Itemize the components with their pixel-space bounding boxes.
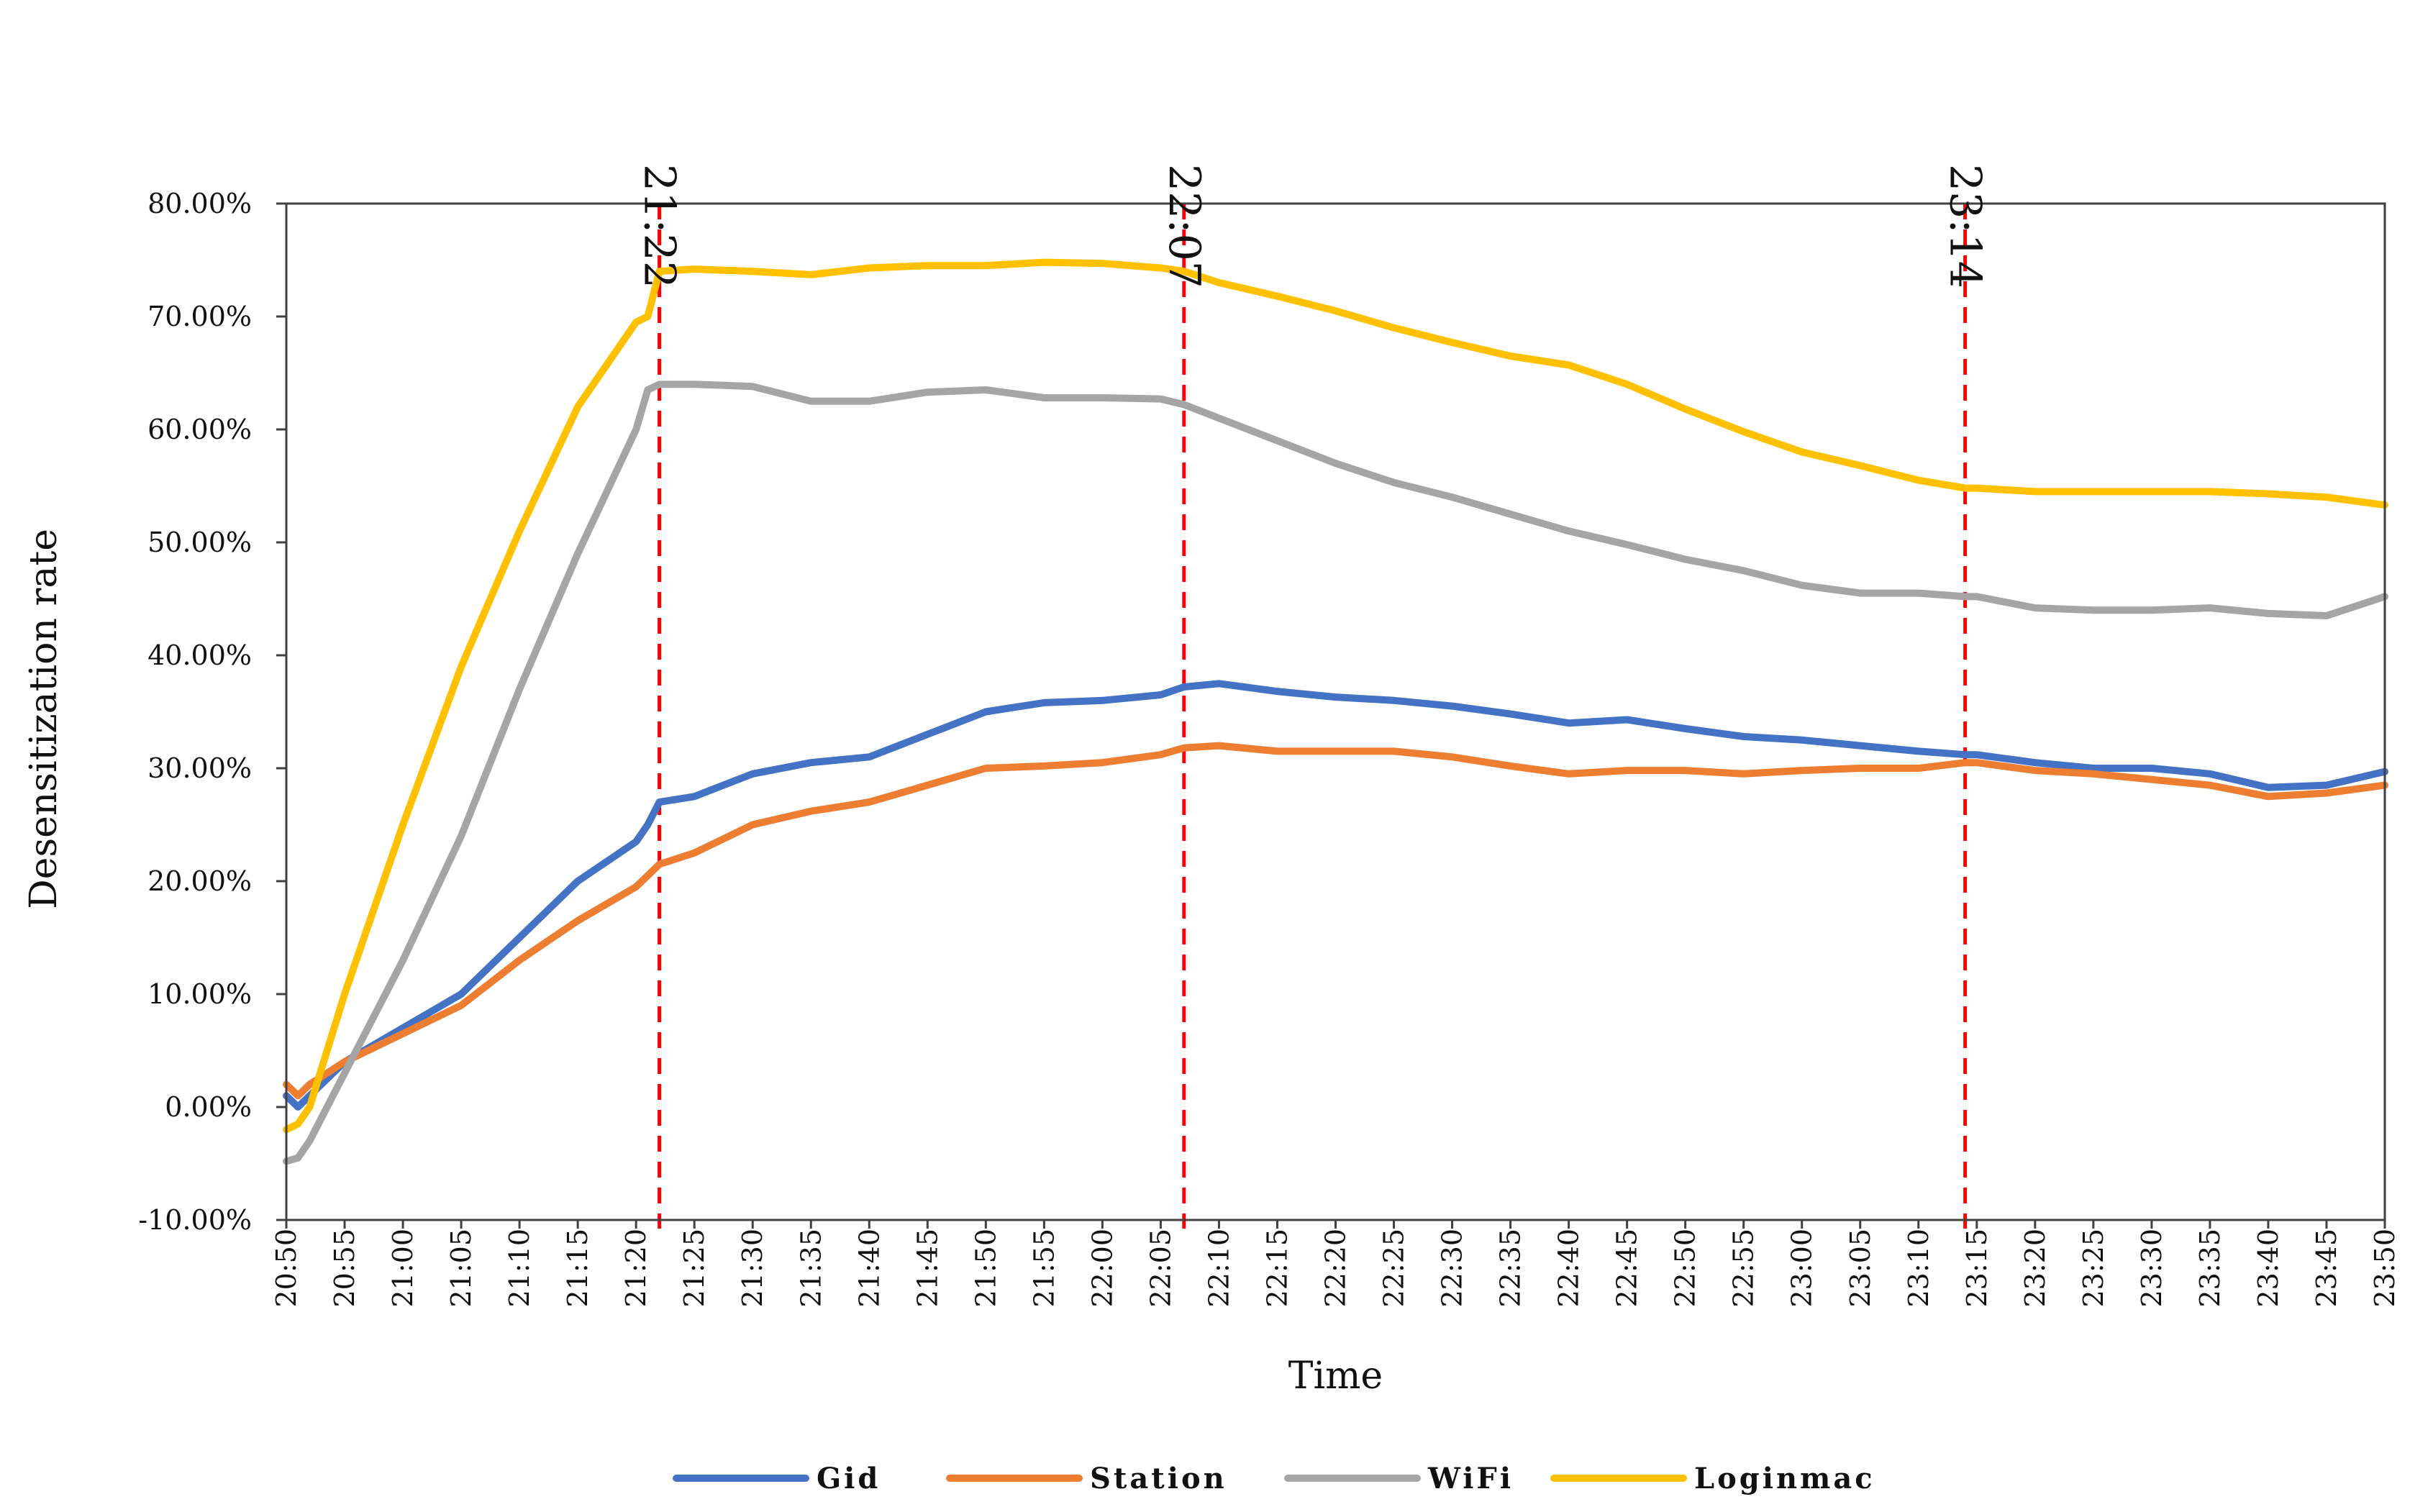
time-marker-lines xyxy=(658,204,1968,1229)
x-tick-label: 23:15 xyxy=(1961,1229,1993,1308)
legend-label-station: Station xyxy=(1090,1462,1227,1495)
chart-legend: Gid Station WiFi Loginmac xyxy=(673,1462,1875,1495)
x-tick-label: 23:00 xyxy=(1786,1229,1818,1308)
y-tick-label: 80.00% xyxy=(147,188,252,219)
x-tick-label: 22:35 xyxy=(1495,1229,1527,1308)
x-tick-label: 23:10 xyxy=(1903,1229,1934,1308)
x-tick-label: 21:55 xyxy=(1028,1229,1060,1308)
time-marker-label: 22:07 xyxy=(1159,164,1209,288)
y-tick-label: 20.00% xyxy=(147,865,252,897)
x-tick-label: 21:00 xyxy=(387,1229,419,1308)
y-axis-ticks: -10.00% 0.00% 10.00% 20.00% 30.00% 40.00% 50.0… xyxy=(138,188,286,1236)
x-tick-label: 21:05 xyxy=(445,1229,477,1308)
x-tick-label: 23:45 xyxy=(2311,1229,2342,1308)
y-tick-label: 0.00% xyxy=(165,1091,252,1123)
x-tick-label: 21:20 xyxy=(620,1229,652,1308)
time-marker-label: 23:14 xyxy=(1940,164,1991,288)
series-line-wifi xyxy=(283,381,2388,1165)
x-tick-label: 21:40 xyxy=(853,1229,885,1308)
x-tick-label: 22:15 xyxy=(1261,1229,1293,1308)
series-line-station xyxy=(283,742,2388,1100)
y-tick-label: -10.00% xyxy=(138,1204,252,1236)
x-tick-label: 22:25 xyxy=(1378,1229,1410,1308)
x-tick-label: 21:10 xyxy=(504,1229,535,1308)
x-tick-label: 22:10 xyxy=(1203,1229,1234,1308)
y-tick-label: 40.00% xyxy=(147,639,252,671)
x-tick-label: 21:25 xyxy=(678,1229,710,1308)
series-line-loginmac xyxy=(283,258,2388,1134)
x-tick-label: 21:30 xyxy=(737,1229,768,1308)
y-axis-title: Desensitization rate xyxy=(22,529,65,909)
x-tick-label: 21:50 xyxy=(970,1229,1001,1308)
x-tick-label: 22:50 xyxy=(1670,1229,1701,1308)
x-tick-label: 22:55 xyxy=(1728,1229,1760,1308)
y-tick-label: 30.00% xyxy=(147,752,252,784)
legend-label-wifi: WiFi xyxy=(1427,1462,1514,1495)
legend-label-gid: Gid xyxy=(817,1462,881,1495)
x-axis-title: Time xyxy=(1288,1354,1383,1398)
y-tick-label: 60.00% xyxy=(147,414,252,445)
x-tick-label: 23:30 xyxy=(2136,1229,2168,1308)
x-tick-label: 23:50 xyxy=(2369,1229,2401,1308)
x-tick-label: 21:35 xyxy=(795,1229,827,1308)
x-tick-label: 21:15 xyxy=(562,1229,594,1308)
legend-label-loginmac: Loginmac xyxy=(1694,1462,1875,1495)
series-lines xyxy=(283,258,2388,1165)
y-tick-label: 70.00% xyxy=(147,301,252,332)
x-tick-label: 21:45 xyxy=(911,1229,943,1308)
x-tick-label: 23:05 xyxy=(1845,1229,1876,1308)
x-tick-label: 22:05 xyxy=(1145,1229,1176,1308)
x-tick-label: 23:35 xyxy=(2194,1229,2226,1308)
x-tick-label: 22:30 xyxy=(1437,1229,1468,1308)
x-axis-ticks: 20:50 20:55 21:00 21:05 21:10 21:15 21:20 21:25… xyxy=(270,1220,2401,1308)
y-tick-label: 50.00% xyxy=(147,527,252,558)
x-tick-label: 22:45 xyxy=(1611,1229,1643,1308)
series-line-gid xyxy=(283,680,2388,1111)
x-tick-label: 22:40 xyxy=(1553,1229,1585,1308)
plot-area-frame xyxy=(285,202,2386,1221)
x-tick-label: 23:20 xyxy=(2019,1229,2051,1308)
x-tick-label: 20:55 xyxy=(329,1229,360,1308)
x-tick-label: 20:50 xyxy=(270,1229,302,1308)
y-tick-label: 10.00% xyxy=(147,978,252,1010)
time-marker-labels: 21:22 22:07 23:14 xyxy=(635,164,1991,288)
x-tick-label: 23:40 xyxy=(2252,1229,2284,1308)
x-tick-label: 22:00 xyxy=(1086,1229,1118,1308)
time-marker-label: 21:22 xyxy=(635,164,685,288)
x-tick-label: 23:25 xyxy=(2078,1229,2109,1308)
x-tick-label: 22:20 xyxy=(1320,1229,1352,1308)
